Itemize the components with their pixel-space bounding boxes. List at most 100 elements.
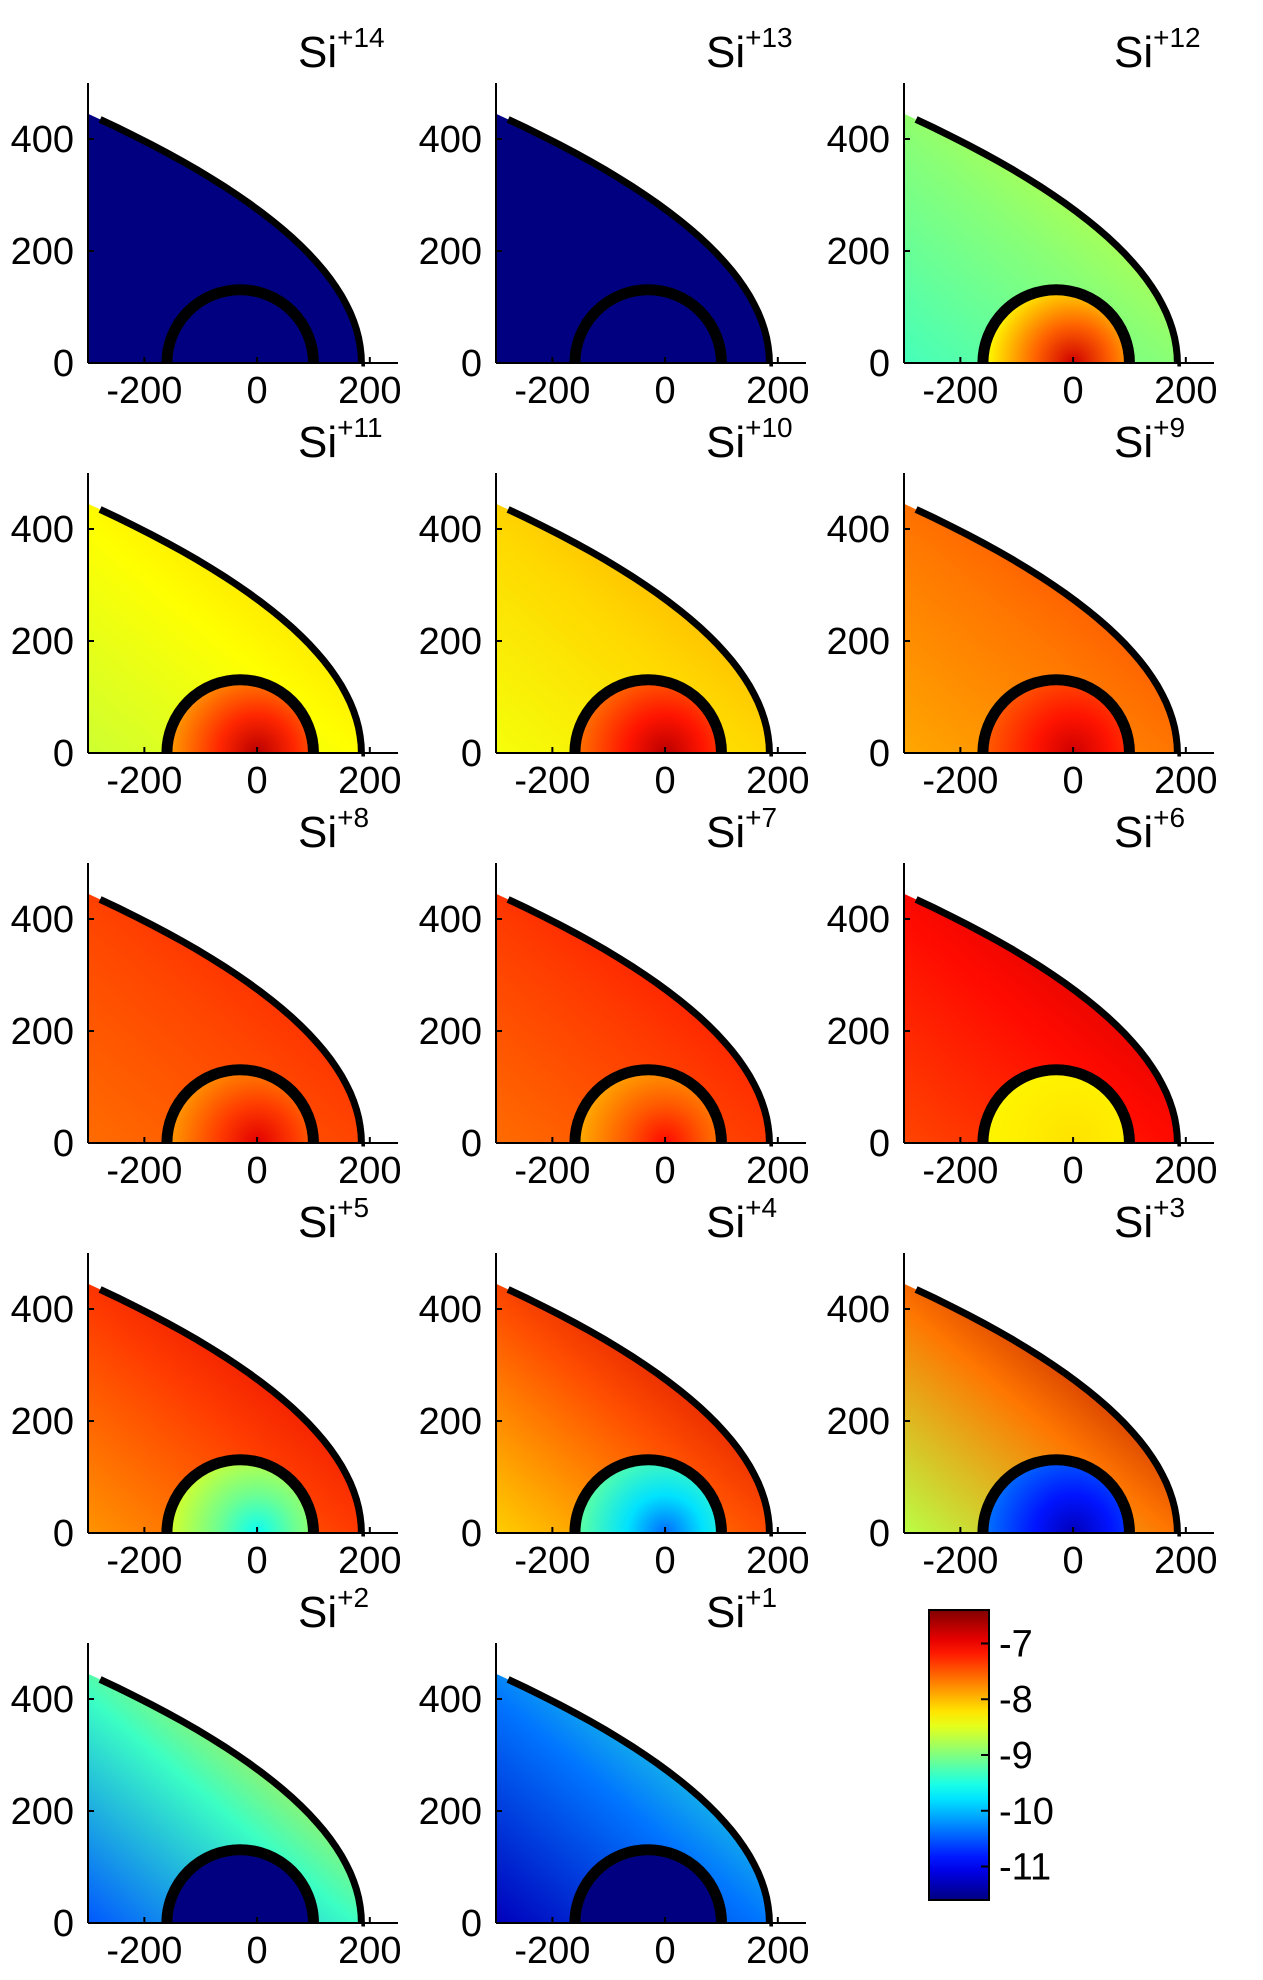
colorbar-tick-label: -10 (999, 1791, 1054, 1833)
y-tick-label: 400 (11, 119, 74, 161)
panel-si4: -200 0 200 0 200 400 Si+4 (419, 1192, 810, 1582)
inner-boundary (977, 1064, 1135, 1144)
x-tick-label: -200 (514, 370, 590, 412)
inner-boundary (161, 1454, 319, 1534)
core-region (574, 679, 722, 753)
y-tick-label: 200 (11, 1791, 74, 1833)
x-tick-label: -200 (514, 1150, 590, 1192)
core-region (982, 1069, 1130, 1143)
y-tick-label: 200 (827, 1401, 890, 1443)
x-tick-label: 0 (655, 760, 676, 802)
x-tick-label: 200 (338, 760, 401, 802)
x-tick-label: 0 (655, 1930, 676, 1972)
panel-si1: -200 0 200 0 200 400 Si+1 (419, 1582, 810, 1972)
outer-boundary (914, 116, 1182, 367)
x-tick-label: 200 (1154, 1540, 1217, 1582)
x-tick-label: 200 (746, 760, 809, 802)
x-tick-label: -200 (106, 1930, 182, 1972)
y-tick-label: 400 (11, 1289, 74, 1331)
core-region (166, 1459, 314, 1533)
core-region (982, 679, 1130, 753)
panel-label: Si+8 (298, 802, 369, 857)
core-region (574, 1069, 722, 1143)
x-tick-label: -200 (514, 1540, 590, 1582)
y-tick-label: 400 (827, 899, 890, 941)
panel-label: Si+4 (706, 1192, 777, 1247)
colorbar-tick-label: -11 (999, 1847, 1051, 1889)
y-tick-label: 400 (11, 509, 74, 551)
y-tick-label: 0 (53, 1513, 74, 1555)
panel-si10: -200 0 200 0 200 400 Si+10 (419, 412, 810, 802)
y-tick-label: 0 (461, 1513, 482, 1555)
panel-si9: -200 0 200 0 200 400 Si+9 (827, 412, 1218, 802)
panel-si5: -200 0 200 0 200 400 Si+5 (11, 1192, 402, 1582)
panel-label: Si+12 (1114, 22, 1201, 77)
y-tick-label: 400 (827, 119, 890, 161)
y-tick-label: 0 (53, 733, 74, 775)
y-tick-label: 0 (869, 343, 890, 385)
panel-label: Si+9 (1114, 412, 1185, 467)
y-tick-label: 200 (827, 621, 890, 663)
inner-boundary (569, 284, 727, 364)
x-tick-label: -200 (514, 1930, 590, 1972)
x-tick-label: -200 (106, 1150, 182, 1192)
y-tick-label: 400 (827, 509, 890, 551)
x-tick-label: 200 (338, 1540, 401, 1582)
y-tick-label: 400 (827, 1289, 890, 1331)
core-region (166, 1069, 314, 1143)
x-tick-label: 200 (1154, 1150, 1217, 1192)
core-region (166, 1849, 314, 1923)
x-tick-label: 0 (247, 370, 268, 412)
x-tick-label: 200 (746, 370, 809, 412)
x-tick-label: -200 (922, 370, 998, 412)
y-tick-label: 0 (53, 343, 74, 385)
x-tick-label: 200 (338, 1930, 401, 1972)
y-tick-label: 0 (461, 343, 482, 385)
y-tick-label: 400 (419, 1289, 482, 1331)
x-tick-label: -200 (922, 1540, 998, 1582)
outer-boundary (506, 1286, 774, 1537)
core-region (166, 679, 314, 753)
outer-boundary (98, 506, 366, 757)
inner-boundary (569, 1844, 727, 1924)
panel-label: Si+14 (298, 22, 385, 77)
inner-boundary (161, 1064, 319, 1144)
inner-boundary (569, 1454, 727, 1534)
inner-boundary (161, 1844, 319, 1924)
x-tick-label: 0 (247, 1540, 268, 1582)
panel-label: Si+3 (1114, 1192, 1185, 1247)
inner-boundary (977, 284, 1135, 364)
x-tick-label: 200 (746, 1150, 809, 1192)
colorbar-tick-label: -8 (999, 1679, 1033, 1721)
y-tick-label: 200 (11, 231, 74, 273)
x-tick-label: 200 (1154, 370, 1217, 412)
inner-boundary (161, 284, 319, 364)
panel-si14: -200 0 200 0 200 400 Si+14 (11, 22, 402, 412)
x-tick-label: 200 (338, 370, 401, 412)
panel-label: Si+7 (706, 802, 777, 857)
y-tick-label: 0 (869, 733, 890, 775)
outer-boundary (98, 1286, 366, 1537)
y-tick-label: 200 (11, 621, 74, 663)
y-tick-label: 200 (419, 621, 482, 663)
y-tick-label: 400 (419, 1679, 482, 1721)
panel-label: Si+6 (1114, 802, 1185, 857)
y-tick-label: 200 (419, 1011, 482, 1053)
y-tick-label: 400 (11, 899, 74, 941)
x-tick-label: 200 (338, 1150, 401, 1192)
panel-si2: -200 0 200 0 200 400 Si+2 (11, 1582, 402, 1972)
inner-boundary (977, 1454, 1135, 1534)
y-tick-label: 0 (461, 1903, 482, 1945)
core-region (574, 289, 722, 363)
x-tick-label: -200 (106, 760, 182, 802)
y-tick-label: 0 (461, 1123, 482, 1165)
outer-boundary (914, 896, 1182, 1147)
y-tick-label: 400 (419, 509, 482, 551)
panel-label: Si+13 (706, 22, 793, 77)
core-region (166, 289, 314, 363)
y-tick-label: 200 (419, 1791, 482, 1833)
colorbar: -7 -8 -9 -10 -11 (928, 1609, 1054, 1901)
y-tick-label: 0 (869, 1513, 890, 1555)
x-tick-label: 200 (746, 1930, 809, 1972)
